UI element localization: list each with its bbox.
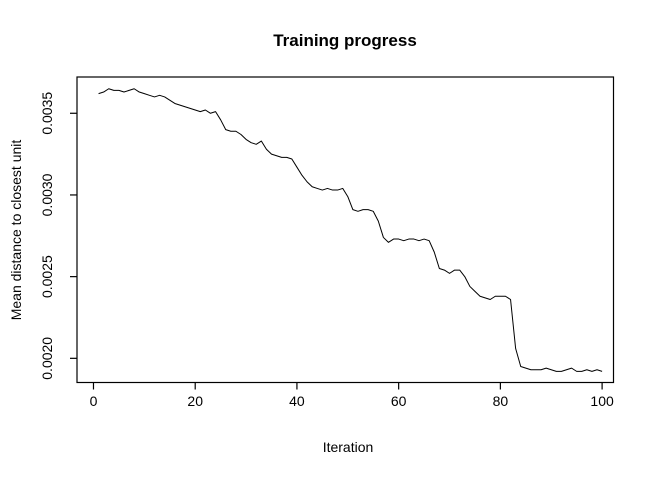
chart-title: Training progress [273,31,417,50]
series-line [98,88,603,372]
x-tick-label: 20 [187,393,203,409]
x-tick-label: 40 [289,393,305,409]
x-tick-label: 60 [391,393,407,409]
y-axis-label: Mean distance to closest unit [8,140,24,321]
x-axis: 0 20 40 60 80 100 [90,382,614,409]
y-tick-label: 0.0020 [39,337,55,380]
y-tick-label: 0.0025 [39,255,55,298]
y-axis: 0.0020 0.0025 0.0030 0.0035 [39,92,77,380]
y-tick-label: 0.0030 [39,173,55,216]
y-tick-label: 0.0035 [39,92,55,135]
x-tick-label: 100 [590,393,614,409]
x-tick-label: 80 [493,393,509,409]
plot-border [76,76,615,384]
x-axis-label: Iteration [323,439,374,455]
x-tick-label: 0 [90,393,98,409]
